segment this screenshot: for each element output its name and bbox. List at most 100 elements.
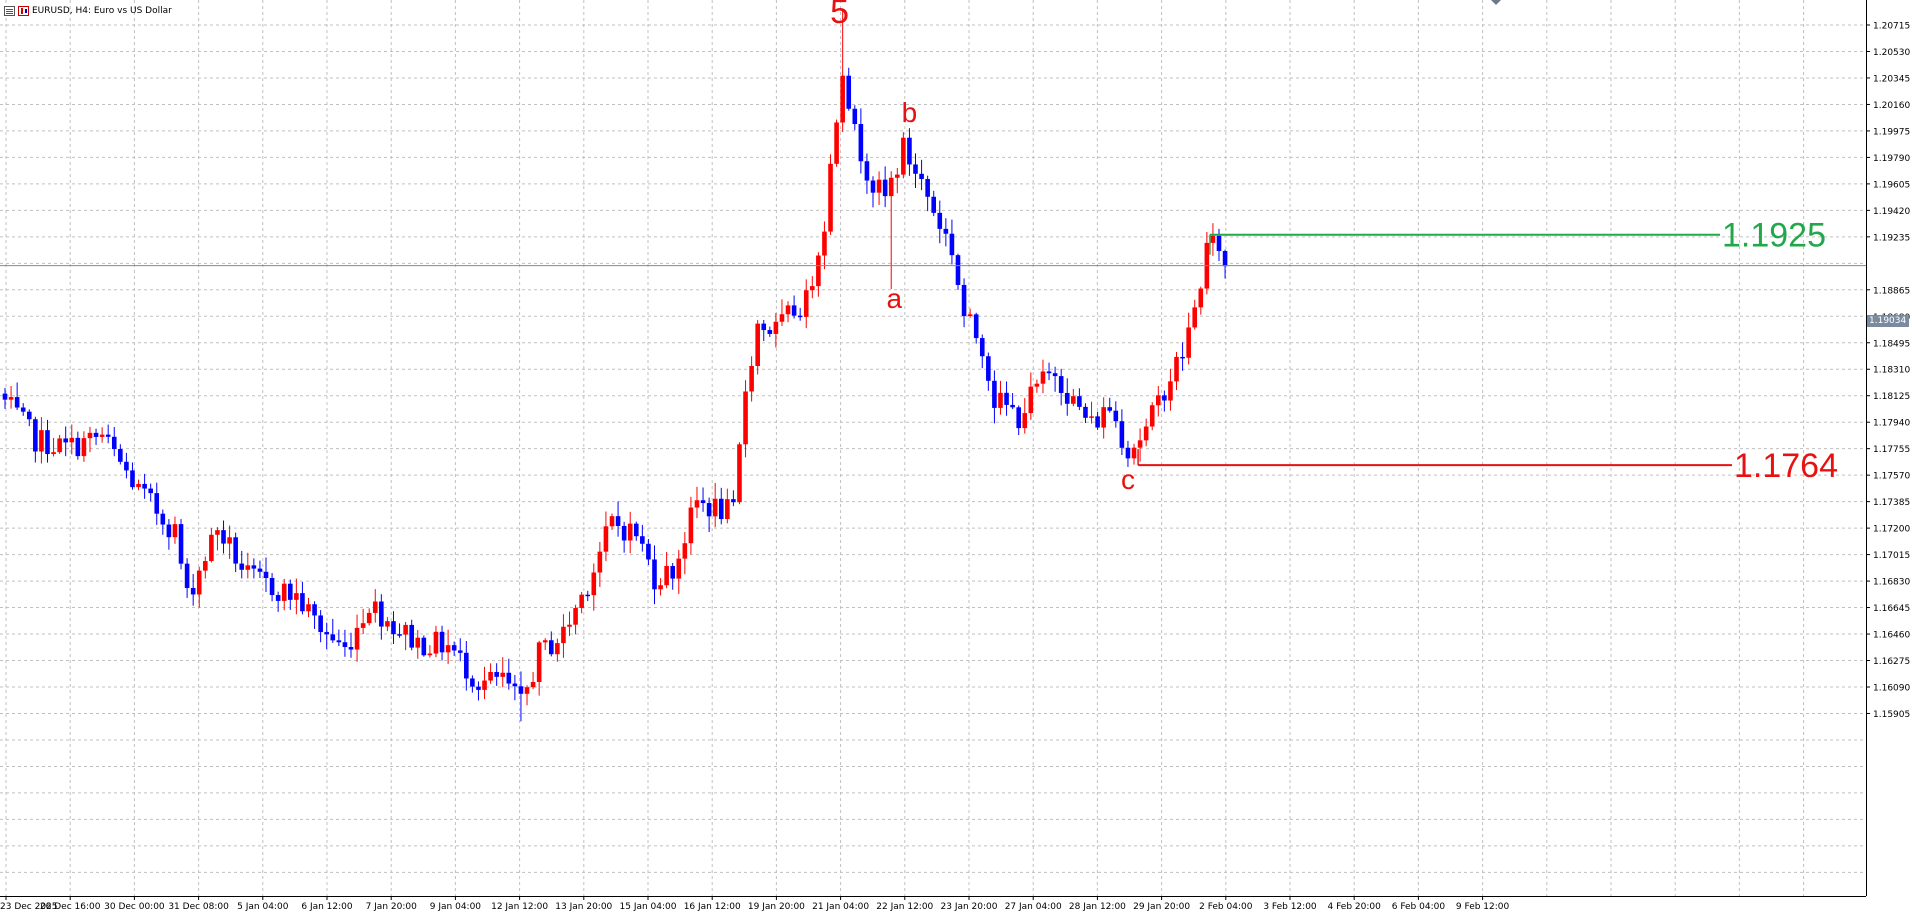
candle-body <box>1052 373 1058 377</box>
candle-body <box>130 470 135 488</box>
time-tick-label: 19 Jan 20:00 <box>748 902 805 912</box>
candle-body <box>500 672 506 677</box>
candle-body <box>1064 392 1070 404</box>
price-tick-label: 1.18865 <box>1873 286 1910 296</box>
candle-body <box>1174 356 1179 382</box>
candle-body <box>761 323 767 331</box>
candle-body <box>482 680 487 690</box>
candle-body <box>45 430 50 455</box>
candle-body <box>1083 406 1088 418</box>
candle-body <box>1222 250 1228 267</box>
candle-body <box>433 631 439 654</box>
candle-body <box>81 438 87 457</box>
candle-body <box>281 583 287 601</box>
candle-body <box>749 365 754 392</box>
candle-body <box>937 212 943 229</box>
chart-menu-icon[interactable] <box>4 6 15 16</box>
candle-body <box>640 536 645 544</box>
candle-body <box>385 621 390 627</box>
candle-body <box>1046 371 1052 374</box>
price-tick-label: 1.16645 <box>1873 604 1910 614</box>
candle-body <box>973 314 979 339</box>
time-tick-label: 6 Feb 04:00 <box>1392 902 1446 912</box>
time-tick-label: 13 Jan 20:00 <box>555 902 612 912</box>
candlestick-icon[interactable] <box>18 6 29 16</box>
candle-body <box>20 407 26 412</box>
candle-body <box>403 624 408 635</box>
candle-body <box>725 499 730 520</box>
candle-body <box>1071 396 1076 404</box>
candle-body <box>342 642 348 648</box>
candle-body <box>731 499 736 503</box>
candle-body <box>536 642 542 682</box>
candle-body <box>670 566 675 579</box>
candle-body <box>803 290 809 317</box>
candle-body <box>209 534 214 562</box>
candle-body <box>506 672 512 684</box>
candle-body <box>518 686 524 694</box>
candlestick-series <box>0 9 1866 722</box>
candle-body <box>397 634 402 636</box>
time-tick-label: 28 Jan 12:00 <box>1069 902 1126 912</box>
candle-body <box>75 437 81 457</box>
candle-body <box>676 558 682 579</box>
candle-body <box>609 516 615 527</box>
candle-body <box>360 623 366 628</box>
candle-body <box>1198 288 1204 308</box>
price-tick-label: 1.16090 <box>1873 684 1910 694</box>
time-tick-label: 23 Dec 2025 <box>0 902 58 912</box>
candle-body <box>1016 407 1021 429</box>
candle-body <box>712 498 718 517</box>
candle-body <box>57 438 62 453</box>
candle-body <box>530 681 536 688</box>
candle-body <box>1034 383 1040 387</box>
candle-body <box>979 338 985 357</box>
candle-body <box>919 173 924 180</box>
price-tick-label: 1.18495 <box>1873 339 1910 349</box>
time-tick-label: 6 Jan 12:00 <box>301 902 353 912</box>
candle-body <box>1168 381 1173 401</box>
wave-label-c: c <box>1121 464 1135 495</box>
candle-body <box>549 640 554 655</box>
candle-body <box>512 683 518 687</box>
candle-body <box>1113 410 1119 422</box>
price-tick-label: 1.17015 <box>1873 551 1910 561</box>
candle-body <box>445 645 451 653</box>
candle-body <box>415 637 421 648</box>
candle-body <box>464 652 469 679</box>
candle-body <box>870 180 876 193</box>
candle-body <box>2 393 8 400</box>
candle-body <box>961 284 967 317</box>
chart-grid <box>0 0 1866 896</box>
candle-body <box>336 640 342 643</box>
candle-body <box>312 604 317 616</box>
price-tick-label: 1.16275 <box>1873 657 1910 667</box>
candle-body <box>63 438 68 443</box>
candle-body <box>105 434 111 437</box>
time-tick-label: 5 Jan 04:00 <box>237 902 289 912</box>
candle-body <box>245 565 251 570</box>
candle-body <box>488 671 493 681</box>
candle-body <box>876 179 882 193</box>
candle-body <box>1149 405 1155 427</box>
candle-body <box>391 621 396 635</box>
candle-body <box>1119 421 1125 448</box>
candle-body <box>439 631 445 653</box>
candle-body <box>1004 392 1009 405</box>
chart-shift-marker-icon[interactable] <box>1491 0 1501 5</box>
wave-label-5: 5 <box>830 0 849 31</box>
wave-labels: 5 a b c <box>830 0 1135 495</box>
candle-body <box>451 645 457 651</box>
candle-body <box>1101 407 1106 428</box>
candle-body <box>427 653 433 656</box>
wave-label-b: b <box>902 97 918 128</box>
candle-body <box>251 565 257 569</box>
candle-body <box>51 452 56 455</box>
price-tick-label: 1.15905 <box>1873 710 1910 720</box>
candle-body <box>476 686 481 690</box>
price-tick-label: 1.20160 <box>1873 101 1910 111</box>
price-tick-label: 1.16460 <box>1873 631 1910 641</box>
candle-body <box>287 583 293 600</box>
price-levels: 1.1925 1.1764 <box>1137 217 1838 485</box>
